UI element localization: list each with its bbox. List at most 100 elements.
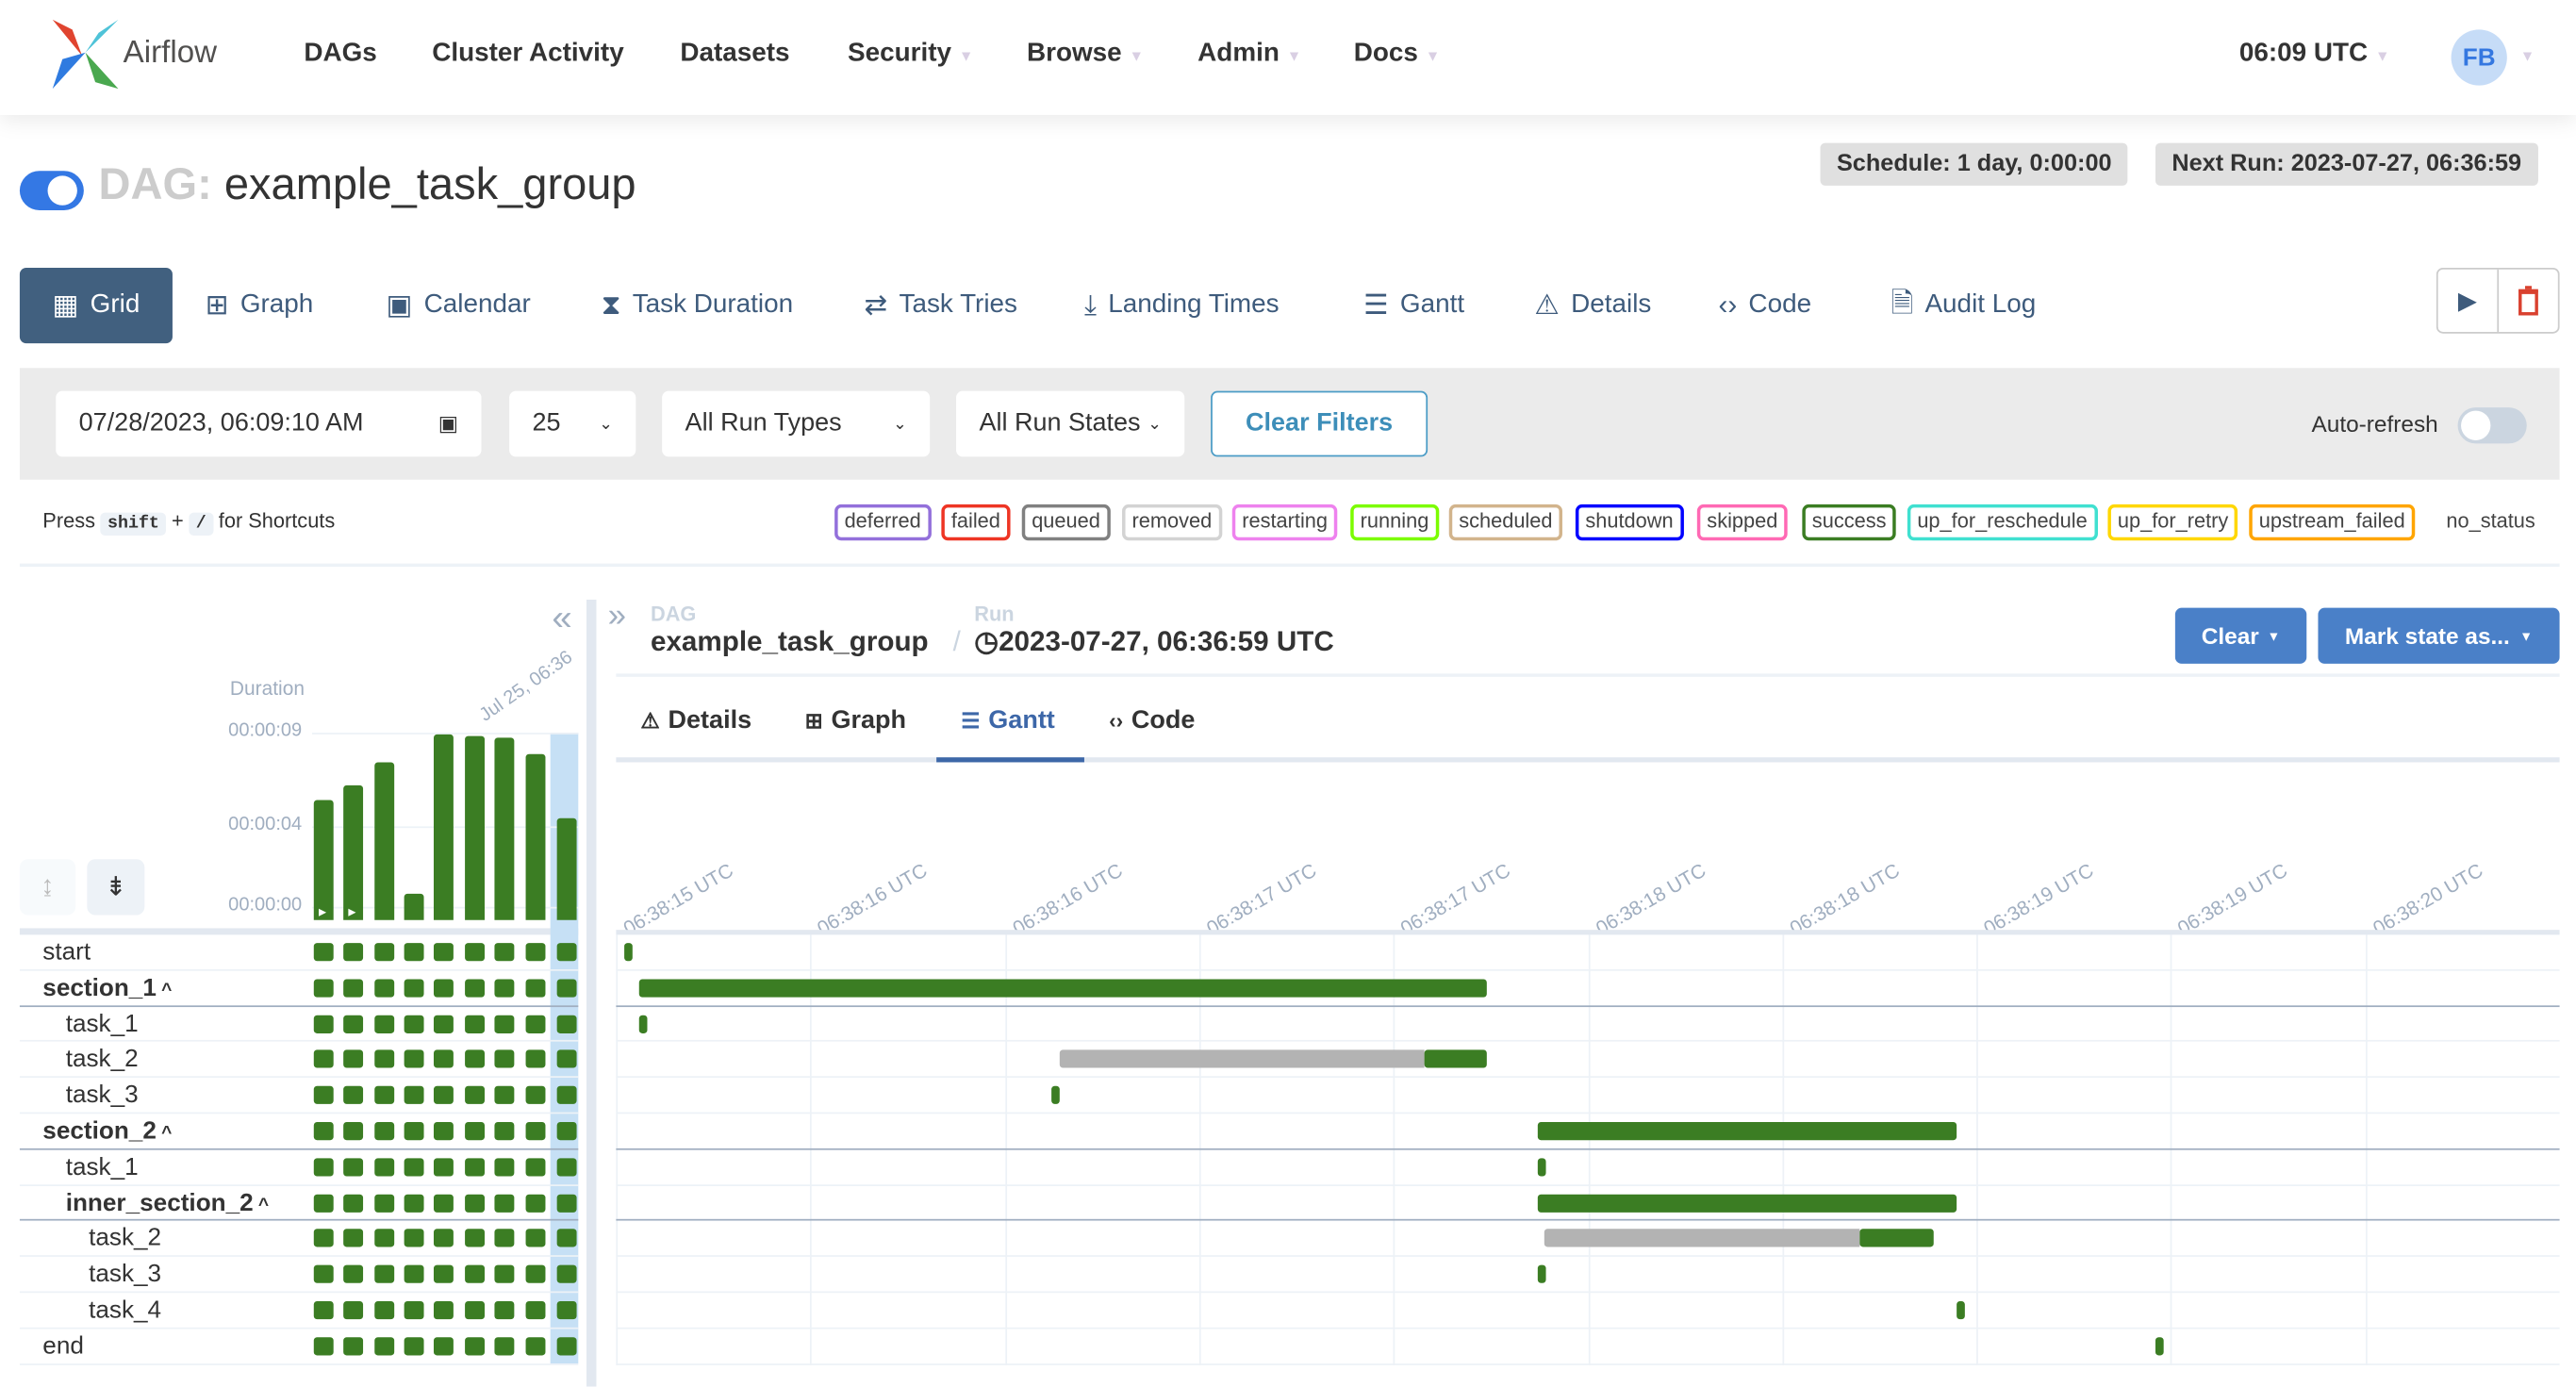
gantt-queued-bar[interactable] — [1059, 1050, 1425, 1069]
task-name[interactable]: start — [42, 937, 91, 966]
task-instance-cell[interactable] — [494, 979, 515, 998]
task-instance-cell[interactable] — [343, 1122, 364, 1141]
task-row[interactable]: task_3 — [19, 1257, 579, 1294]
gantt-bar[interactable] — [623, 943, 633, 962]
task-instance-cell[interactable] — [313, 979, 334, 998]
legend-up-for-reschedule[interactable]: up_for_reschedule — [1907, 504, 2098, 541]
run-duration-bar[interactable] — [494, 737, 515, 920]
gantt-bar[interactable] — [639, 1015, 648, 1033]
tab-gantt[interactable]: ☰ Gantt — [1363, 268, 1464, 343]
task-instance-cell[interactable] — [465, 1050, 485, 1069]
task-instance-cell[interactable] — [313, 1229, 334, 1248]
run-duration-bar[interactable] — [433, 734, 454, 920]
task-instance-cell[interactable] — [343, 1336, 364, 1356]
task-instance-cell[interactable] — [525, 1300, 546, 1320]
clear-filters-button[interactable]: Clear Filters — [1211, 390, 1428, 457]
nav-admin[interactable]: Admin ▼ — [1197, 40, 1301, 69]
tab-details[interactable]: ⚠ Details — [1534, 268, 1651, 343]
task-instance-cell[interactable] — [313, 1015, 334, 1033]
task-name[interactable]: task_1 — [65, 1152, 139, 1181]
task-row[interactable]: task_4 — [19, 1293, 579, 1329]
clock[interactable]: 06:09 UTC ▼ — [2239, 40, 2390, 69]
task-name[interactable]: task_4 — [89, 1296, 162, 1325]
legend-restarting[interactable]: restarting — [1231, 504, 1338, 541]
legend-scheduled[interactable]: scheduled — [1448, 504, 1562, 541]
collapse-grid-icon[interactable]: « — [552, 596, 572, 638]
expand-grid-icon[interactable]: » — [607, 598, 627, 635]
task-instance-cell[interactable] — [343, 1300, 364, 1320]
legend-removed[interactable]: removed — [1122, 504, 1222, 541]
run-duration-bar[interactable] — [404, 894, 424, 920]
task-row[interactable]: start — [19, 934, 579, 971]
task-row[interactable]: task_2 — [19, 1221, 579, 1258]
task-instance-cell[interactable] — [374, 1122, 395, 1141]
nav-datasets[interactable]: Datasets — [680, 40, 789, 69]
legend-failed[interactable]: failed — [941, 504, 1011, 541]
task-instance-cell[interactable] — [374, 943, 395, 962]
task-instance-cell[interactable] — [313, 1193, 334, 1213]
task-instance-cell[interactable] — [465, 1086, 485, 1105]
run-duration-bar[interactable] — [374, 762, 395, 920]
task-instance-cell[interactable] — [343, 1015, 364, 1033]
task-instance-cell[interactable] — [556, 979, 577, 998]
task-instance-cell[interactable] — [343, 1158, 364, 1177]
task-instance-cell[interactable] — [433, 1193, 454, 1213]
detail-tab-code[interactable]: ‹› Code — [1109, 706, 1195, 735]
task-instance-cell[interactable] — [525, 1122, 546, 1141]
legend-shutdown[interactable]: shutdown — [1575, 504, 1684, 541]
task-name[interactable]: section_1 ^ — [42, 973, 173, 1002]
task-row[interactable]: section_2 ^ — [19, 1114, 579, 1150]
task-instance-cell[interactable] — [374, 1050, 395, 1069]
gantt-bar[interactable] — [1537, 1122, 1957, 1141]
task-instance-cell[interactable] — [494, 1050, 515, 1069]
legend-queued[interactable]: queued — [1021, 504, 1111, 541]
run-duration-bar[interactable]: ▶ — [343, 784, 364, 920]
task-name[interactable]: task_2 — [89, 1224, 162, 1253]
task-instance-cell[interactable] — [525, 1229, 546, 1248]
nav-dags[interactable]: DAGs — [304, 40, 376, 69]
task-instance-cell[interactable] — [433, 1050, 454, 1069]
task-instance-cell[interactable] — [374, 1158, 395, 1177]
task-instance-cell[interactable] — [494, 1264, 515, 1284]
task-instance-cell[interactable] — [525, 1158, 546, 1177]
gantt-bar[interactable] — [639, 979, 1487, 998]
task-instance-cell[interactable] — [374, 1086, 395, 1105]
run-duration-bar[interactable]: ▶ — [313, 799, 334, 920]
task-instance-cell[interactable] — [494, 1193, 515, 1213]
nav-security[interactable]: Security ▼ — [848, 40, 973, 69]
mark-state-button[interactable]: Mark state as... ▼ — [2318, 607, 2560, 664]
nav-browse[interactable]: Browse ▼ — [1027, 40, 1144, 69]
task-instance-cell[interactable] — [404, 1015, 424, 1033]
task-instance-cell[interactable] — [374, 1264, 395, 1284]
task-instance-cell[interactable] — [433, 1122, 454, 1141]
legend-success[interactable]: success — [1802, 504, 1896, 541]
task-instance-cell[interactable] — [404, 1086, 424, 1105]
task-instance-cell[interactable] — [404, 979, 424, 998]
task-instance-cell[interactable] — [404, 1264, 424, 1284]
task-instance-cell[interactable] — [343, 1086, 364, 1105]
task-instance-cell[interactable] — [494, 943, 515, 962]
task-instance-cell[interactable] — [404, 1193, 424, 1213]
auto-refresh-toggle[interactable] — [2457, 407, 2527, 444]
task-instance-cell[interactable] — [433, 1229, 454, 1248]
task-instance-cell[interactable] — [494, 1122, 515, 1141]
task-instance-cell[interactable] — [465, 1264, 485, 1284]
task-instance-cell[interactable] — [433, 1300, 454, 1320]
task-instance-cell[interactable] — [465, 1122, 485, 1141]
detail-tab-gantt[interactable]: ☰ Gantt — [961, 706, 1055, 735]
task-instance-cell[interactable] — [433, 1336, 454, 1356]
task-instance-cell[interactable] — [494, 1336, 515, 1356]
task-instance-cell[interactable] — [404, 943, 424, 962]
task-instance-cell[interactable] — [525, 1336, 546, 1356]
collapse-all-button[interactable]: ⇟ — [87, 859, 145, 916]
task-instance-cell[interactable] — [556, 1050, 577, 1069]
task-instance-cell[interactable] — [313, 1300, 334, 1320]
run-duration-bar[interactable] — [525, 754, 546, 920]
task-instance-cell[interactable] — [556, 1229, 577, 1248]
task-instance-cell[interactable] — [404, 1158, 424, 1177]
task-instance-cell[interactable] — [494, 1086, 515, 1105]
legend-up-for-retry[interactable]: up_for_retry — [2107, 504, 2238, 541]
gantt-bar[interactable] — [1537, 1264, 1546, 1284]
task-instance-cell[interactable] — [494, 1229, 515, 1248]
task-instance-cell[interactable] — [374, 979, 395, 998]
